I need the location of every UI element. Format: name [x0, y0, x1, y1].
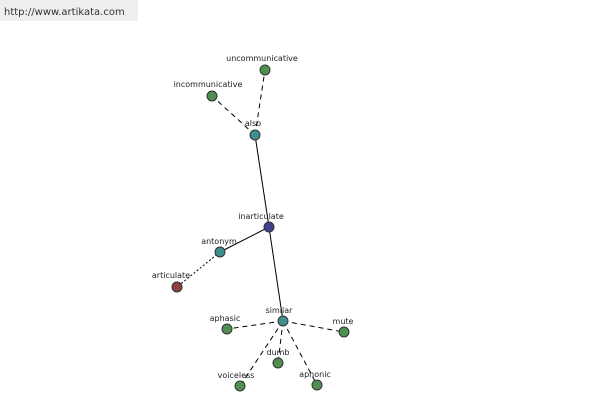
node-label[interactable]: aphonic [299, 370, 331, 379]
edge [176, 251, 221, 288]
node[interactable] [272, 357, 284, 369]
node-label[interactable]: antonym [201, 237, 237, 246]
edge [282, 320, 345, 333]
node[interactable] [249, 129, 261, 141]
node[interactable] [206, 90, 218, 102]
node[interactable] [214, 246, 226, 258]
node-label[interactable]: mute [333, 317, 354, 326]
node[interactable] [338, 326, 350, 338]
node-label[interactable]: dumb [266, 348, 289, 357]
node[interactable] [234, 380, 246, 392]
node-label[interactable]: incommunicative [174, 80, 243, 89]
edge [254, 69, 266, 136]
edge [211, 95, 256, 136]
node-label[interactable]: inarticulate [238, 212, 284, 221]
edge [277, 320, 284, 364]
edge [239, 320, 284, 387]
node-label[interactable]: similar [266, 306, 294, 315]
node-label[interactable]: voiceless [218, 371, 255, 380]
edge [282, 320, 318, 386]
url-box [0, 0, 138, 21]
node[interactable] [311, 379, 323, 391]
node-label[interactable]: also [245, 119, 261, 128]
node-label[interactable]: articulate [152, 271, 190, 280]
node[interactable] [277, 315, 289, 327]
node[interactable] [263, 221, 275, 233]
edge [254, 134, 270, 228]
url[interactable]: http://www.artikata.com [4, 7, 125, 18]
node-label[interactable]: aphasic [210, 314, 241, 323]
edge [268, 226, 284, 322]
node[interactable] [259, 64, 271, 76]
node[interactable] [171, 281, 183, 293]
edge [226, 320, 284, 330]
node[interactable] [221, 323, 233, 335]
edge [219, 226, 270, 253]
node-label[interactable]: uncommunicative [226, 54, 298, 63]
